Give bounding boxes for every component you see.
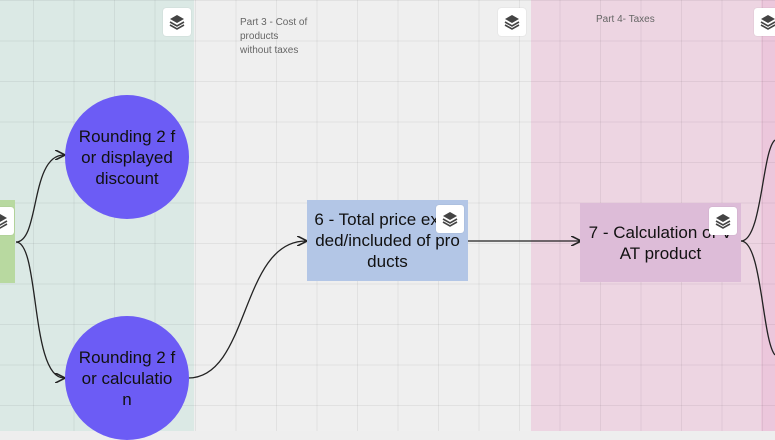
layers-stack-icon[interactable] [436,205,464,233]
vat-product-node[interactable]: 7 - Calculation of VAT product [580,203,741,282]
node-label: 6 - Total price excluded/included of pro… [314,210,461,271]
zone-part-5 [761,0,775,431]
rounding-calculation-node[interactable]: Rounding 2 for calculation [65,316,189,440]
zone-label-part-4: Part 4- Taxes [596,14,655,25]
node-label: Rounding 2 for displayed discount [78,126,176,188]
node-label: 7 - Calculation of VAT product [588,222,733,263]
layers-stack-icon[interactable] [0,207,14,235]
zone-label-part-3: Part 3 - Cost of products without taxes [240,17,308,56]
layers-stack-icon[interactable] [709,207,737,235]
layers-stack-icon[interactable] [163,8,191,36]
node-label: Rounding 2 for calculation [78,347,176,409]
layers-stack-icon[interactable] [498,8,526,36]
rounding-displayed-node[interactable]: Rounding 2 for displayed discount [65,95,189,219]
layers-stack-icon[interactable] [754,8,775,36]
